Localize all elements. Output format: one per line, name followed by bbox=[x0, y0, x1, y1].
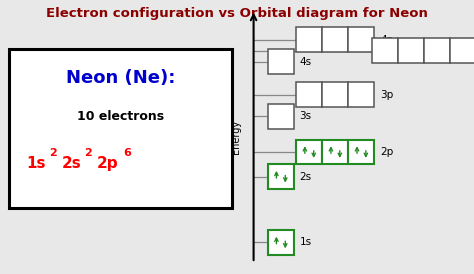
Bar bbox=[398, 38, 424, 63]
Bar bbox=[9, 49, 232, 208]
Text: 1s: 1s bbox=[26, 156, 46, 171]
Text: 2: 2 bbox=[84, 148, 92, 158]
Bar bbox=[348, 82, 374, 107]
Bar bbox=[348, 27, 374, 52]
Bar bbox=[348, 140, 374, 164]
Bar bbox=[450, 38, 474, 63]
Text: 1s: 1s bbox=[300, 238, 312, 247]
Bar bbox=[268, 164, 294, 189]
Text: 2s: 2s bbox=[62, 156, 82, 171]
Bar bbox=[424, 38, 450, 63]
Text: 2s: 2s bbox=[300, 172, 312, 182]
Bar bbox=[322, 27, 348, 52]
Text: 3s: 3s bbox=[300, 112, 312, 121]
Text: 2: 2 bbox=[49, 148, 56, 158]
Bar bbox=[372, 38, 398, 63]
Text: 6: 6 bbox=[123, 148, 131, 158]
Bar bbox=[296, 140, 322, 164]
Text: 10 electrons: 10 electrons bbox=[77, 110, 164, 122]
Text: Neon (Ne):: Neon (Ne): bbox=[66, 69, 175, 87]
Bar bbox=[268, 49, 294, 74]
Text: Energy: Energy bbox=[230, 120, 241, 154]
Text: 4p: 4p bbox=[380, 35, 393, 45]
Text: 2p: 2p bbox=[97, 156, 119, 171]
Bar bbox=[268, 230, 294, 255]
Text: Electron configuration vs Orbital diagram for Neon: Electron configuration vs Orbital diagra… bbox=[46, 7, 428, 20]
Bar bbox=[268, 104, 294, 129]
Text: 4s: 4s bbox=[300, 57, 312, 67]
Text: 3p: 3p bbox=[380, 90, 393, 99]
Bar bbox=[322, 140, 348, 164]
Text: 2p: 2p bbox=[380, 147, 393, 157]
Bar bbox=[296, 82, 322, 107]
Bar bbox=[296, 27, 322, 52]
Bar bbox=[322, 82, 348, 107]
